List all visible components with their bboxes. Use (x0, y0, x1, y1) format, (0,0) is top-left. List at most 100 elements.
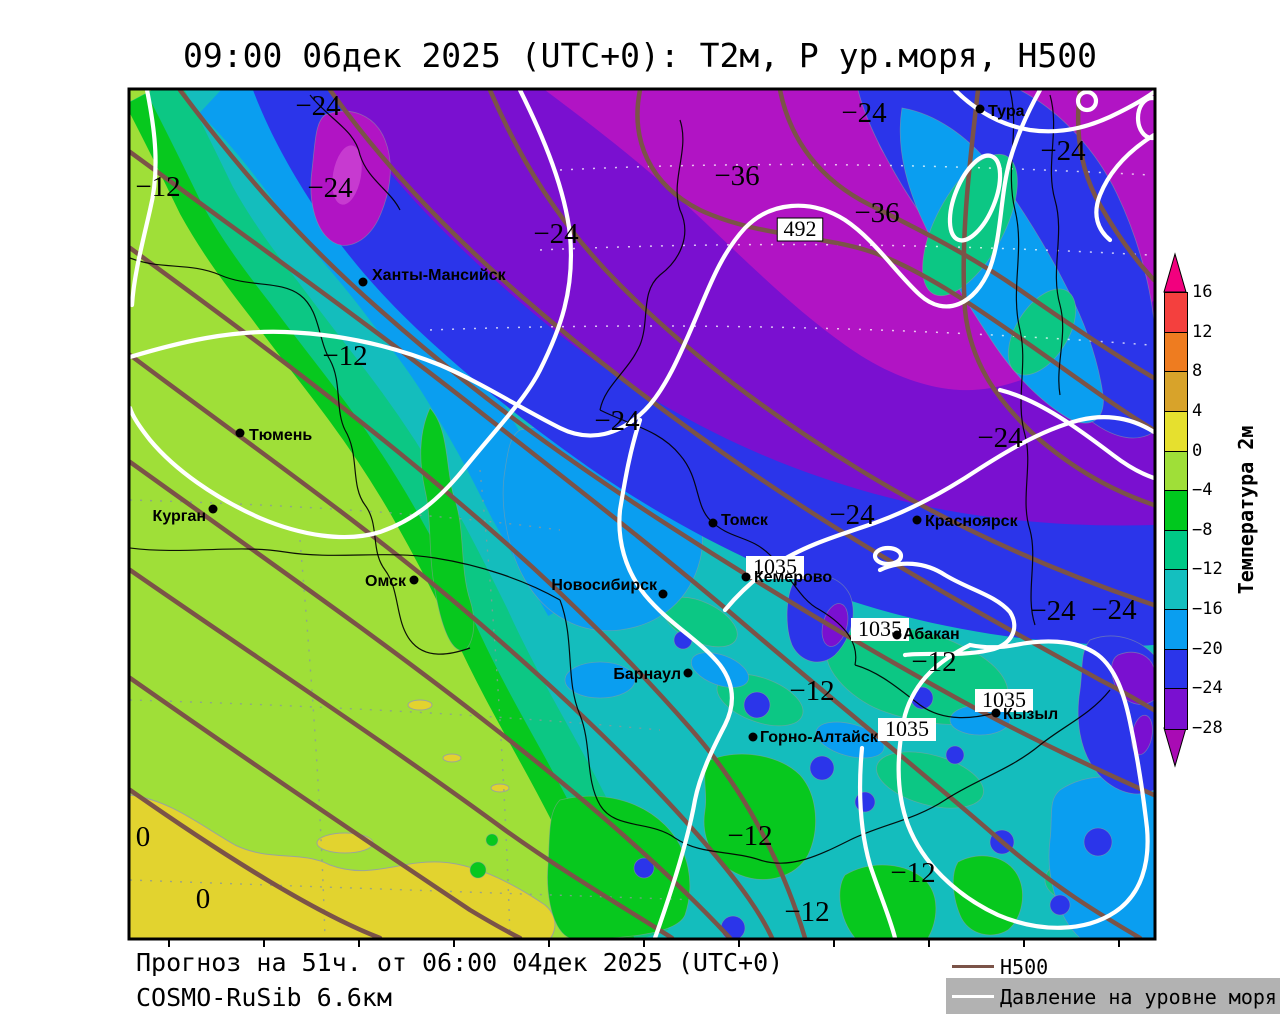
colorbar-band (1165, 411, 1187, 452)
city-marker: Томск (708, 512, 769, 529)
temp-contour-label: −12 (911, 646, 956, 678)
city-marker: Омск (365, 573, 419, 590)
fill-blue-dot (945, 745, 965, 765)
fill-green-patch (952, 855, 1023, 936)
colorbar-band (1165, 610, 1187, 650)
colorbar-tick: −28 (1192, 718, 1223, 738)
temp-contour-label: −24 (977, 422, 1023, 454)
cities-layer: Тура Ханты-Мансийск Тюмень Курган Омск Томск Н… (153, 103, 1059, 746)
colorbar-band (1165, 649, 1187, 690)
fill-azure-patch (815, 721, 885, 759)
temp-contour-label: −12 (890, 857, 935, 889)
city-marker: Курган (153, 504, 218, 525)
pressure-value-label: 1035 (878, 716, 936, 741)
fill-green-patch (485, 833, 499, 847)
city-label: Тюмень (249, 427, 312, 444)
fill-yellow-patch (442, 753, 462, 763)
temp-contour-label: −24 (841, 97, 887, 129)
temp-contour-label: −24 (1030, 595, 1076, 627)
temp-contour-label: 0 (136, 821, 151, 853)
city-label: Кызыл (1003, 706, 1058, 723)
fill-tongue-core (1007, 288, 1077, 376)
colorbar-tick: 16 (1192, 282, 1213, 302)
pressure-label: Давление на уровне моря (1000, 985, 1277, 1009)
temp-contour-label: −24 (1091, 594, 1137, 626)
h500-line-sample (952, 965, 994, 968)
temp-contour-label: −24 (594, 405, 640, 437)
h500-isolines (130, 90, 1154, 938)
city-label: Новосибирск (551, 577, 658, 594)
fill-yellow-corner (130, 794, 556, 938)
temp-contour-label: −24 (533, 218, 579, 250)
svg-text:1035: 1035 (753, 554, 797, 579)
colorbar-arrow-bottom (1163, 727, 1187, 768)
pressure-isolines (130, 90, 1154, 938)
fill-yellow-patch (316, 832, 374, 854)
fill-green-patch (547, 795, 691, 938)
colorbar-tick: 12 (1192, 321, 1213, 342)
h500-value-label: 492 (776, 216, 824, 242)
temp-contour-label: −12 (727, 820, 772, 852)
pressure-line-sample (952, 995, 994, 998)
fill-green-patch (469, 861, 487, 879)
fill-azure-patch (690, 652, 750, 688)
temp-contour-label: −12 (322, 340, 367, 372)
temp-contour-label: −36 (714, 160, 759, 192)
fill-magenta-bright (332, 145, 362, 205)
colorbar-band (1165, 332, 1187, 373)
fill-blue-dot (854, 791, 876, 813)
map-border (127, 87, 1157, 941)
city-marker: Горно-Алтайск (748, 729, 879, 746)
city-label: Абакан (903, 626, 960, 643)
model-info: COSMO-RuSib 6.6км (136, 983, 392, 1012)
contour-labels-layer: −24 −24 −24 −24 −24 −24 −24 −24 −24 −24 −36 −36 −12 −… (135, 90, 1137, 929)
svg-text:1035: 1035 (982, 687, 1026, 712)
admin-borders (130, 90, 1111, 864)
svg-text:492: 492 (784, 216, 817, 241)
temp-contour-label: −12 (784, 896, 829, 928)
colorbar-band (1165, 372, 1187, 412)
fill-blue-dot (720, 915, 746, 938)
colorbar-tick: −8 (1192, 519, 1213, 540)
colorbar-tick: −12 (1192, 559, 1223, 580)
map-ticks (168, 940, 1120, 947)
city-marker: Кызыл (991, 706, 1058, 723)
city-label: Тура (988, 103, 1025, 120)
colorbar-caption: Температура 2м (1234, 425, 1258, 595)
city-marker: Тюмень (235, 427, 312, 444)
h500-label: H500 (1000, 955, 1049, 979)
fill-blue-dot (809, 755, 835, 781)
temp-contour-label: −36 (854, 197, 899, 229)
colorbar-band (1165, 530, 1187, 571)
colorbar-tick: 8 (1192, 361, 1203, 382)
legend-h500: H500 (952, 955, 1280, 979)
city-label: Томск (721, 512, 769, 529)
colorbar-tick: 4 (1192, 400, 1203, 421)
colorbar-tick: −16 (1192, 599, 1223, 620)
temp-contour-label: −12 (135, 171, 180, 203)
colorbar-tick: −20 (1192, 638, 1223, 659)
fill-blue-dot (1049, 894, 1071, 916)
fill-blue-dot (1083, 827, 1113, 857)
colorbar-band (1165, 689, 1187, 729)
colorbar-band (1165, 451, 1187, 492)
temp-contour-label: −24 (295, 90, 341, 122)
colorbar-tick: −24 (1192, 678, 1223, 699)
colorbar (1164, 292, 1188, 730)
city-marker: Кемерово (741, 569, 832, 586)
fill-blue-dot (633, 857, 655, 879)
colorbar-arrow-top (1163, 252, 1187, 293)
fill-azure-patch (564, 661, 636, 699)
fill-yellow-patch (490, 783, 510, 793)
colorbar-band (1165, 570, 1187, 610)
pressure-value-label: 1035 (975, 687, 1033, 712)
colorbar-band (1165, 491, 1187, 531)
city-label: Горно-Алтайск (760, 729, 879, 746)
page-title: 09:00 06дек 2025 (UTC+0): Т2м, P ур.моря… (183, 36, 1097, 75)
fill-green-patch (839, 864, 937, 938)
pressure-value-label: 1035 (746, 554, 804, 579)
temp-contour-label: −24 (307, 172, 353, 204)
city-label: Кемерово (754, 569, 832, 586)
